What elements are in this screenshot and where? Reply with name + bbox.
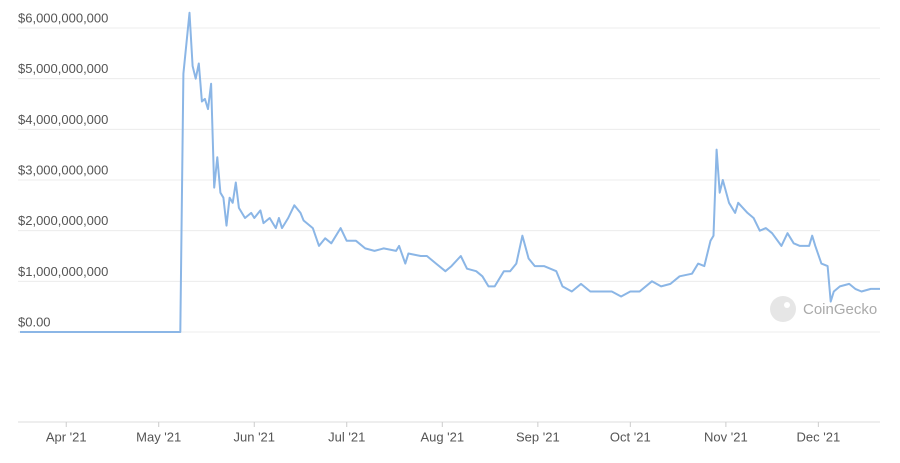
x-tick-label: Oct '21 <box>610 429 651 444</box>
watermark-text: CoinGecko <box>803 301 877 318</box>
y-tick-label: $5,000,000,000 <box>18 61 108 76</box>
x-tick-label: May '21 <box>136 429 181 444</box>
watermark: CoinGecko <box>770 296 877 322</box>
x-tick-label: Nov '21 <box>704 429 748 444</box>
x-tick-label: Jun '21 <box>234 429 276 444</box>
x-tick-label: Dec '21 <box>797 429 841 444</box>
y-tick-label: $2,000,000,000 <box>18 213 108 228</box>
y-tick-label: $4,000,000,000 <box>18 112 108 127</box>
watermark-logo <box>770 296 796 322</box>
x-tick-label: Aug '21 <box>420 429 464 444</box>
x-tick-label: Jul '21 <box>328 429 365 444</box>
x-tick-label: Apr '21 <box>46 429 87 444</box>
y-tick-label: $6,000,000,000 <box>18 10 108 25</box>
watermark-eye <box>784 302 790 308</box>
data-line <box>20 11 880 333</box>
x-tick-label: Sep '21 <box>516 429 560 444</box>
y-tick-label: $1,000,000,000 <box>18 264 108 279</box>
y-tick-label: $3,000,000,000 <box>18 162 108 177</box>
y-tick-label: $0.00 <box>18 314 51 329</box>
